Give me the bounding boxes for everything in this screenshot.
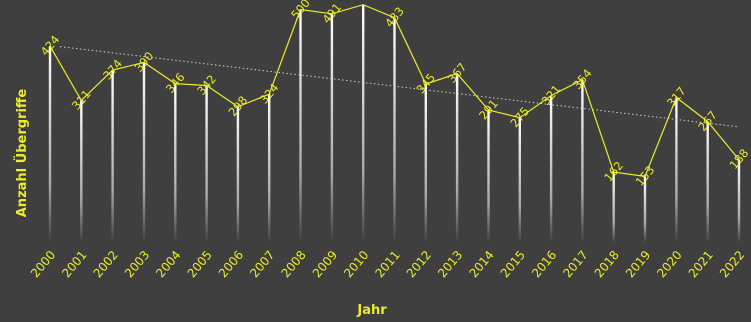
- data-label-2015: 275: [507, 104, 532, 130]
- x-axis-label: Jahr: [356, 303, 387, 318]
- bar-2009: [330, 13, 334, 243]
- data-label-2012: 345: [413, 71, 438, 97]
- x-tick-2018: 2018: [592, 248, 622, 280]
- bar-2007: [268, 94, 271, 243]
- bar-2006: [236, 106, 240, 243]
- x-tick-2012: 2012: [404, 248, 434, 280]
- bar-2003: [142, 62, 146, 244]
- data-label-2003: 390: [132, 49, 157, 75]
- x-tick-2021: 2021: [686, 248, 716, 280]
- x-tick-2013: 2013: [435, 248, 465, 280]
- data-label-2018: 162: [601, 159, 626, 185]
- data-label-2000: 424: [38, 33, 63, 59]
- bar-2013: [455, 73, 459, 243]
- bar-2000: [48, 46, 52, 243]
- x-tick-2007: 2007: [247, 248, 277, 280]
- bar-2011: [393, 17, 396, 244]
- bar-2014: [487, 110, 490, 243]
- x-tick-2005: 2005: [185, 248, 215, 280]
- x-tick-2009: 2009: [310, 248, 340, 280]
- x-tick-2015: 2015: [498, 248, 528, 280]
- data-label-2017: 354: [570, 66, 595, 92]
- x-tick-2003: 2003: [122, 248, 152, 280]
- data-label-2001: 311: [69, 87, 94, 113]
- x-tick-2017: 2017: [560, 248, 590, 280]
- bar-2019: [643, 176, 647, 243]
- bar-2018: [612, 172, 615, 243]
- x-tick-2014: 2014: [466, 248, 496, 280]
- x-tick-2010: 2010: [341, 248, 371, 280]
- x-tick-2006: 2006: [216, 248, 246, 280]
- bar-2021: [706, 121, 709, 243]
- data-label-2007: 324: [257, 81, 282, 107]
- x-tick-2001: 2001: [59, 248, 89, 280]
- data-label-2009: 491: [319, 0, 344, 26]
- x-tick-2020: 2020: [654, 248, 684, 280]
- bar-2012: [424, 84, 427, 243]
- bar-2010: [362, 4, 365, 244]
- data-label-2020: 317: [664, 84, 689, 110]
- bar-2017: [581, 79, 584, 243]
- bar-2002: [111, 70, 114, 243]
- data-label-2021: 267: [695, 108, 720, 134]
- data-label-2006: 298: [225, 93, 250, 119]
- bar-2016: [549, 95, 553, 243]
- x-tick-2002: 2002: [91, 248, 121, 280]
- data-label-2013: 367: [445, 60, 470, 86]
- data-label-2019: 153: [633, 163, 658, 189]
- x-tick-2016: 2016: [529, 248, 559, 280]
- bar-2022: [737, 159, 741, 243]
- x-tick-2008: 2008: [278, 248, 308, 280]
- series-line: [49, 4, 740, 178]
- x-tick-2022: 2022: [717, 248, 747, 280]
- data-label-2011: 483: [382, 4, 407, 30]
- data-label-2005: 342: [194, 72, 219, 98]
- data-label-2016: 321: [539, 82, 564, 108]
- bar-2001: [80, 100, 83, 244]
- data-label-2022: 188: [727, 146, 751, 172]
- y-axis-label: Anzahl Übergriffe: [14, 89, 30, 218]
- bar-2004: [174, 83, 177, 243]
- bar-2020: [675, 97, 678, 243]
- x-tick-2004: 2004: [153, 248, 183, 280]
- x-tick-2019: 2019: [623, 248, 653, 280]
- bar-2008: [299, 9, 302, 243]
- bar-2005: [205, 85, 208, 243]
- data-label-2004: 346: [163, 70, 188, 96]
- x-tick-2000: 2000: [28, 248, 58, 280]
- x-tick-2011: 2011: [372, 248, 402, 280]
- bar-2015: [518, 117, 521, 243]
